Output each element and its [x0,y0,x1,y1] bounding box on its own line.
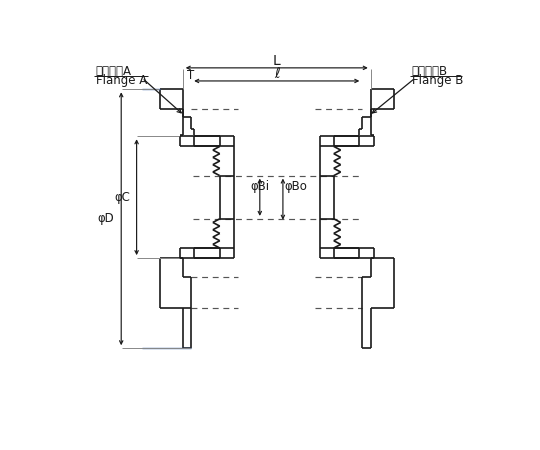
Text: φBi: φBi [250,180,269,193]
Text: Flange A: Flange A [96,74,147,87]
Text: フランジB: フランジB [411,65,448,78]
Text: ℓ: ℓ [274,67,280,81]
Text: T: T [187,69,194,82]
Text: Flange B: Flange B [411,74,463,87]
Text: φBo: φBo [285,180,307,193]
Text: φC: φC [114,191,131,204]
Text: φD: φD [98,212,114,225]
Text: フランジA: フランジA [96,65,132,78]
Text: L: L [273,54,281,68]
